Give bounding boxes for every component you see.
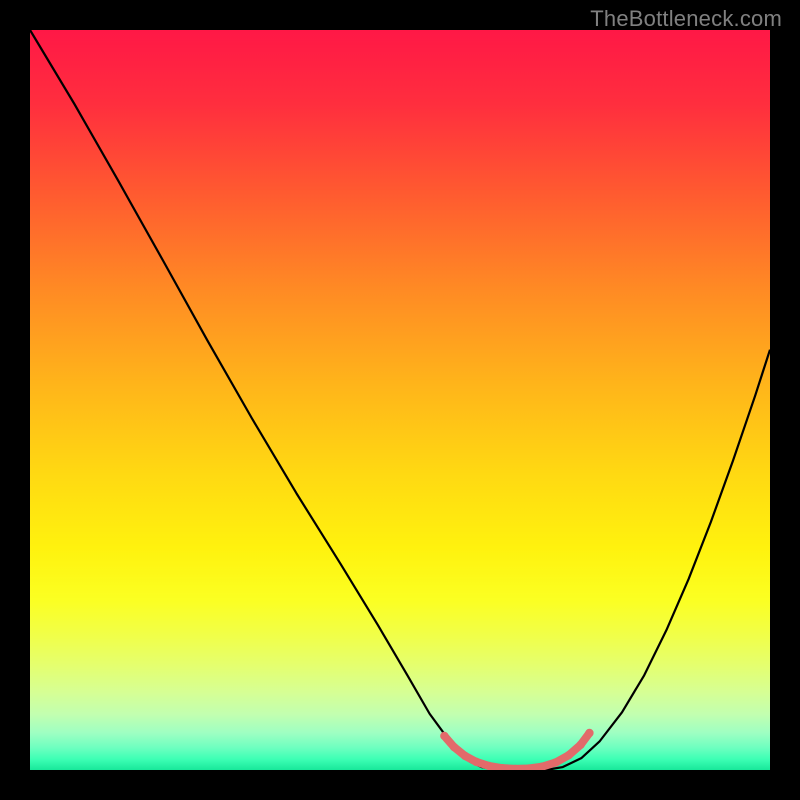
- optimal-range-marker: [485, 762, 493, 770]
- optimal-range-marker: [440, 732, 448, 740]
- frame-border-bottom: [0, 770, 800, 800]
- optimal-range-marker: [450, 743, 458, 751]
- optimal-range-marker: [585, 729, 593, 737]
- optimal-range-marker: [461, 752, 469, 760]
- optimal-range-marker: [472, 758, 480, 766]
- optimal-range-marker: [551, 758, 559, 766]
- chart-canvas: TheBottleneck.com: [0, 0, 800, 800]
- frame-border-left: [0, 0, 30, 800]
- frame-border-right: [770, 0, 800, 800]
- bottleneck-curve-chart: [0, 0, 800, 800]
- optimal-range-marker: [565, 751, 573, 759]
- watermark-text: TheBottleneck.com: [590, 6, 782, 32]
- optimal-range-marker: [576, 741, 584, 749]
